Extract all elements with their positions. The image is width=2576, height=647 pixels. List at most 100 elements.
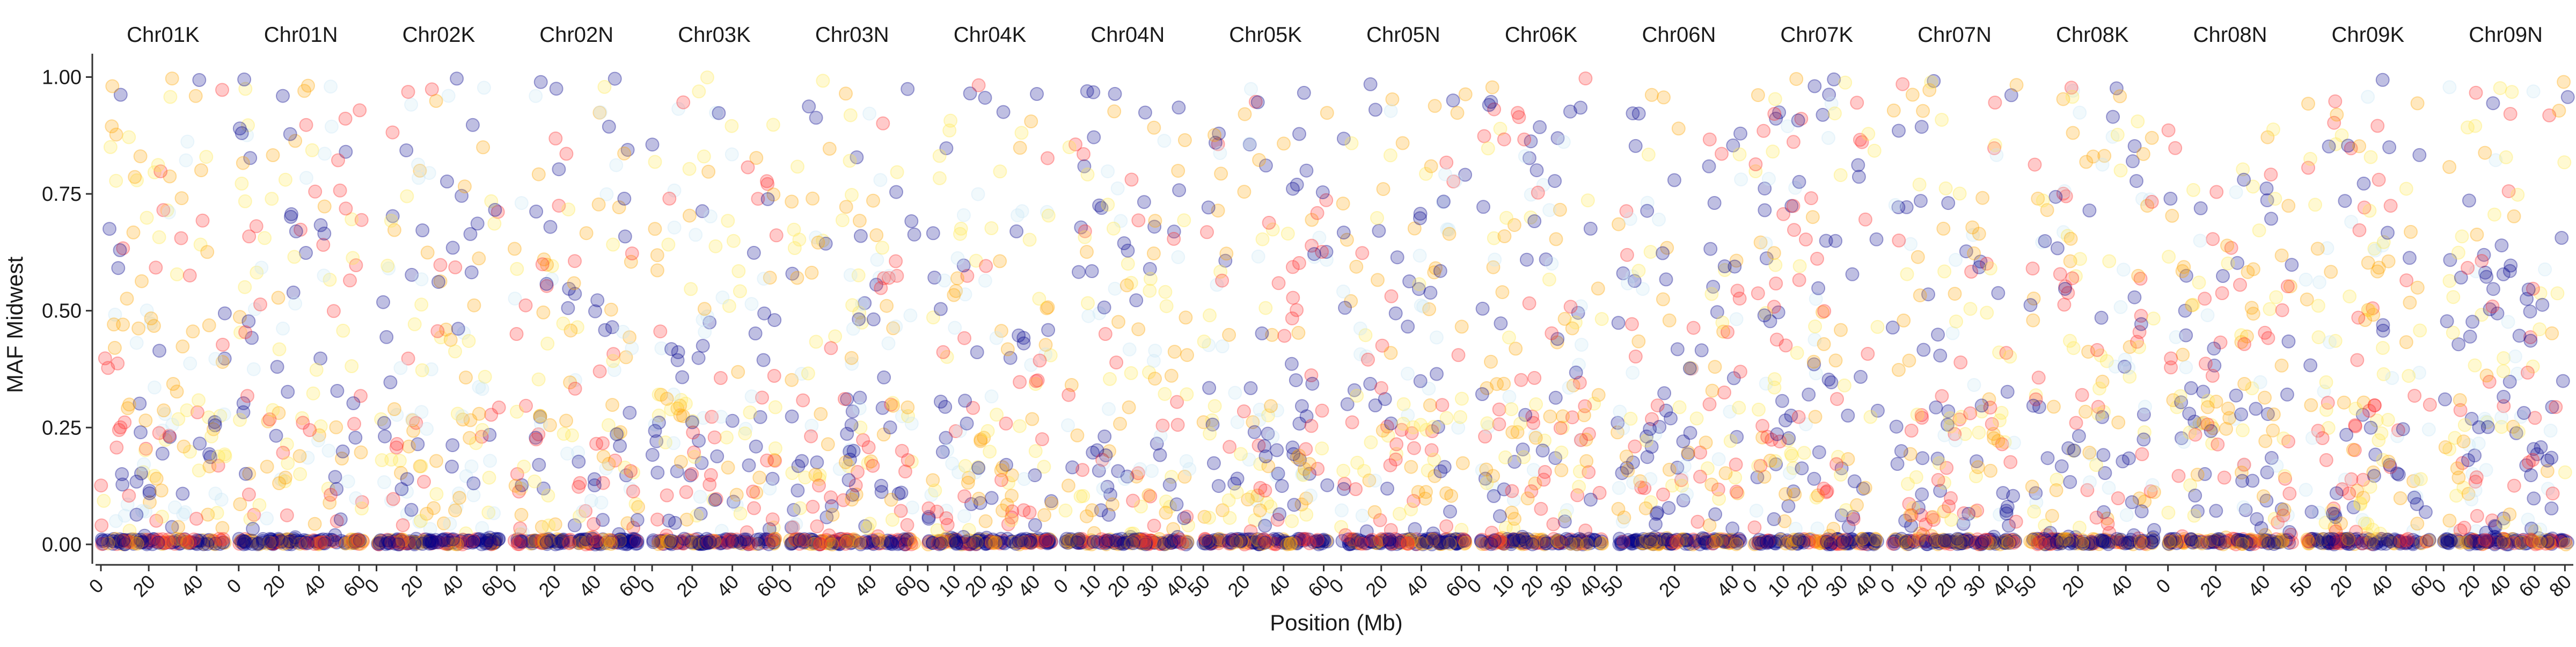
data-point [1643, 532, 1657, 547]
data-point [465, 118, 480, 132]
data-point [1284, 357, 1299, 371]
data-point [153, 164, 168, 179]
data-point [136, 532, 151, 547]
data-point [1518, 149, 1532, 163]
x-tick-label: 0 [85, 575, 108, 598]
data-point [448, 260, 463, 274]
data-point [2558, 465, 2572, 479]
data-point [798, 470, 813, 485]
data-point [543, 220, 558, 234]
data-point [417, 475, 431, 489]
data-point [487, 216, 502, 231]
data-point [609, 158, 624, 172]
data-point [1931, 328, 1945, 342]
data-point [270, 360, 284, 374]
data-point [193, 535, 207, 550]
data-point [932, 149, 947, 163]
x-tick-label: 0 [2151, 575, 2175, 598]
data-point [1522, 296, 1536, 310]
data-point [1529, 163, 1544, 178]
data-point [1543, 409, 1557, 424]
data-point [414, 459, 428, 474]
data-point [1203, 426, 1217, 441]
data-point [2131, 114, 2145, 129]
data-point [900, 518, 914, 532]
data-point [217, 447, 232, 462]
data-point [1005, 489, 1019, 503]
data-point [238, 532, 252, 546]
data-point [152, 230, 166, 244]
data-point [1000, 342, 1015, 357]
data-point [866, 312, 881, 326]
data-point [1931, 472, 1945, 487]
data-point [625, 341, 639, 355]
data-point [1230, 485, 1244, 499]
data-point [903, 308, 918, 323]
data-point [961, 476, 975, 490]
data-point [1789, 72, 1804, 86]
data-point [384, 214, 398, 228]
data-point [2410, 96, 2425, 111]
data-point [487, 506, 501, 520]
data-point [2050, 535, 2064, 549]
data-point [950, 271, 964, 286]
data-point [196, 537, 211, 551]
data-point [1454, 319, 1469, 334]
data-point [1758, 203, 1772, 217]
data-point [994, 463, 1008, 477]
y-tick-label: 0.00 [42, 534, 82, 556]
data-point [217, 351, 232, 366]
data-point [144, 533, 159, 548]
data-point [2275, 303, 2289, 317]
data-point [1993, 413, 2007, 427]
data-point [801, 366, 815, 381]
data-point [2113, 300, 2128, 314]
data-point [126, 536, 141, 551]
data-point [326, 304, 341, 318]
data-point [1889, 419, 1904, 434]
data-point [597, 79, 612, 94]
data-point [1141, 488, 1156, 503]
data-point [184, 536, 199, 550]
data-point [1080, 167, 1095, 181]
data-point [2173, 389, 2187, 403]
panel-title: Chr09N [2469, 23, 2543, 47]
data-point [648, 424, 662, 438]
data-point [1022, 232, 1037, 247]
data-point [1158, 387, 1172, 401]
data-point [1437, 194, 1451, 209]
x-tick-label: 20 [1103, 571, 1134, 601]
data-point [1952, 186, 1967, 201]
data-point [592, 364, 607, 379]
data-point [1916, 343, 1931, 357]
data-point [693, 490, 707, 504]
data-point [1628, 350, 1643, 364]
data-point [109, 173, 123, 188]
x-tick-label: 0 [1049, 575, 1072, 598]
data-point [1528, 431, 1543, 445]
data-point [1502, 390, 1517, 404]
data-point [2027, 504, 2041, 519]
data-point [2382, 140, 2397, 155]
data-point [1845, 267, 1860, 281]
data-point [970, 345, 984, 359]
data-point [1126, 536, 1140, 550]
data-point [111, 261, 126, 275]
data-point [2353, 497, 2368, 511]
data-point [1819, 234, 1833, 248]
data-point [1109, 355, 1124, 370]
data-point [308, 517, 322, 531]
data-point [149, 513, 164, 528]
data-point [2229, 185, 2243, 199]
data-point [1412, 277, 1426, 292]
data-point [1169, 497, 1184, 512]
data-point [2258, 325, 2272, 340]
data-point [1371, 273, 1385, 287]
data-point [2462, 193, 2476, 208]
data-point [262, 534, 276, 549]
data-point [284, 533, 298, 548]
data-point [617, 146, 632, 161]
data-point [2215, 286, 2229, 300]
data-point [1287, 498, 1301, 512]
data-point [979, 259, 993, 273]
